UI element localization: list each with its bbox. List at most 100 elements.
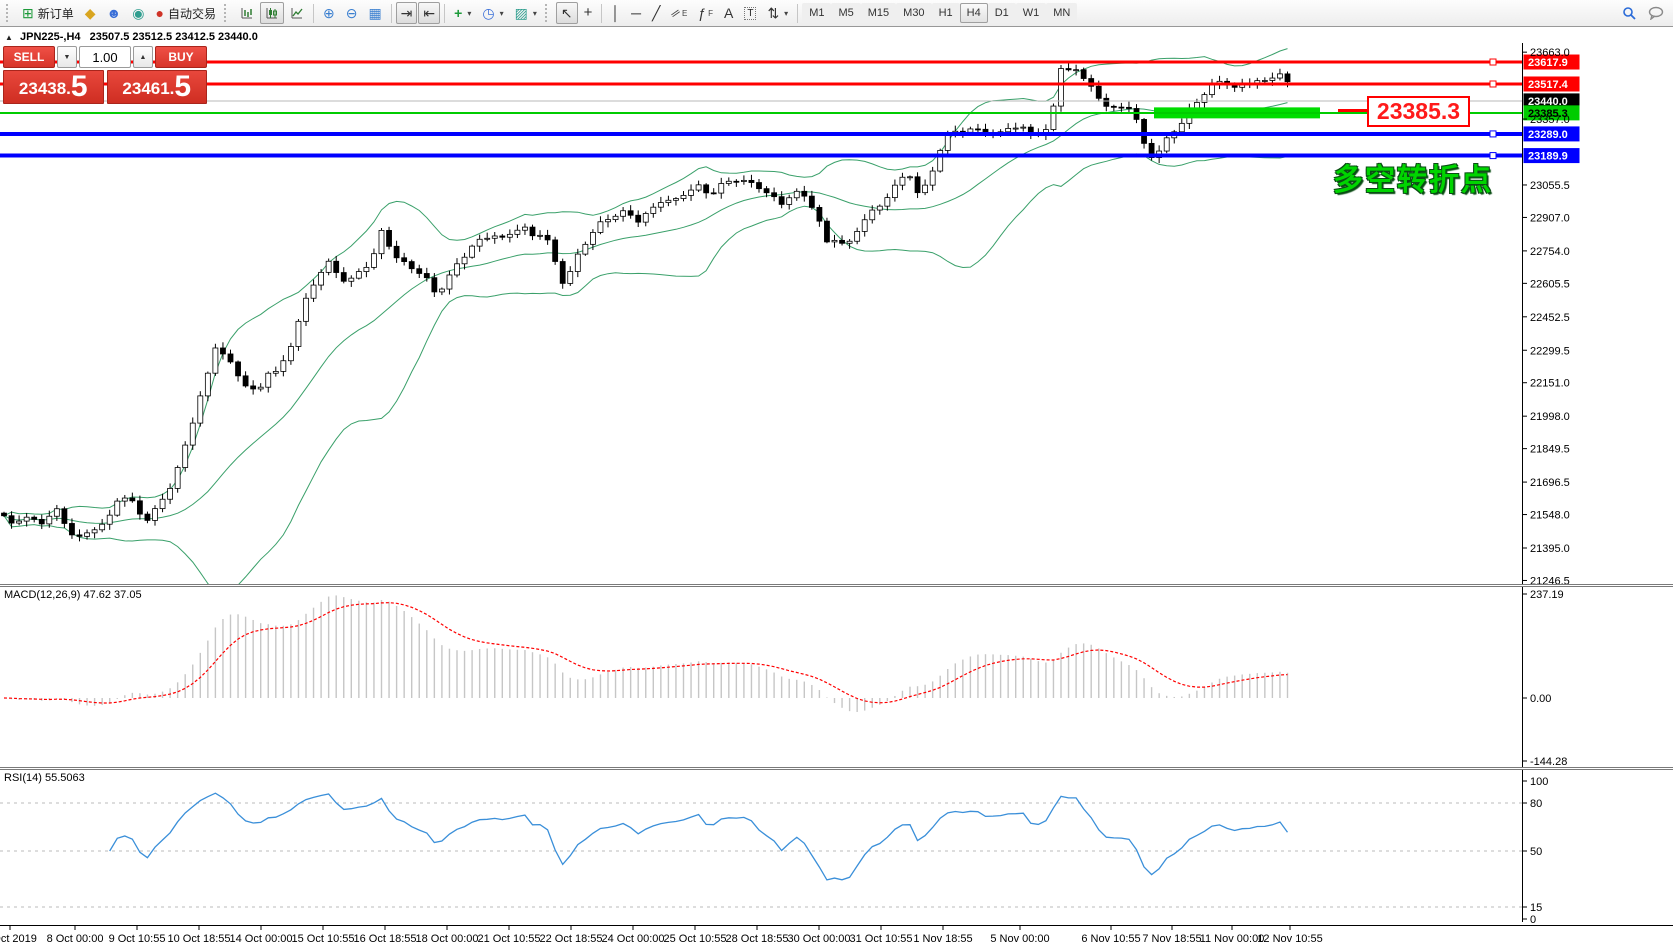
macd-axis: 237.19 0.00 -144.28 xyxy=(1522,587,1567,767)
crosshair-button[interactable]: + xyxy=(579,2,598,24)
eraser-button[interactable]: ◆ xyxy=(80,2,101,24)
horizontal-line-object[interactable]: 23617.9 xyxy=(0,54,1580,70)
time-tick-label: 15 Oct 10:55 xyxy=(292,933,355,945)
volume-input[interactable] xyxy=(79,46,131,68)
price-tag-label: 23189.9 xyxy=(1528,151,1568,163)
candlestick-chart-button[interactable] xyxy=(259,2,284,24)
sell-price-box[interactable]: 23438. 5 xyxy=(3,70,104,104)
timeframe-h4[interactable]: H4 xyxy=(959,3,988,23)
price-tick-label: 21246.5 xyxy=(1530,575,1570,584)
news-button[interactable]: ◉ xyxy=(127,2,149,24)
timeframe-m15[interactable]: M15 xyxy=(860,3,897,23)
trendline-icon: ╱ xyxy=(652,5,661,21)
time-tick-label: 7 Nov 18:55 xyxy=(1142,933,1201,945)
horizontal-line-object[interactable]: 23517.4 xyxy=(0,76,1580,92)
rsi-indicator-label: RSI(14) 55.5063 xyxy=(4,772,85,784)
trendline-button[interactable]: ╱ xyxy=(647,2,665,24)
timeframe-m5[interactable]: M5 xyxy=(831,3,861,23)
timeframe-h1[interactable]: H1 xyxy=(931,3,960,23)
line-chart-icon xyxy=(291,8,303,19)
timeframe-mn[interactable]: MN xyxy=(1046,3,1078,23)
bar-chart-button[interactable] xyxy=(235,2,259,24)
price-tick-label: 22605.5 xyxy=(1530,278,1570,290)
vertical-line-button[interactable]: │ xyxy=(606,2,625,24)
time-tick-label: 25 Oct 10:55 xyxy=(664,933,727,945)
new-order-label: 新订单 xyxy=(37,6,74,21)
zoom-out-button[interactable]: ⊖ xyxy=(341,2,363,24)
timeframe-m1[interactable]: M1 xyxy=(802,3,832,23)
price-axis: 23663.0 23357.0 23055.5 22907.0 22754.0 22605… xyxy=(1522,43,1570,584)
volume-decrease-button[interactable]: ▼ xyxy=(57,46,77,68)
indicators-button[interactable]: + ▾ xyxy=(449,2,476,24)
toolbar: ⊞ 新订单 ◆ ☻ ◉ ● 自动交易 ⊕ ⊖ ▦ ⇥ ⇤ + ▾ ◷ ▾ ▨ ▾… xyxy=(0,0,1673,27)
timeframe-m30[interactable]: M30 xyxy=(896,3,932,23)
chat-button[interactable] xyxy=(1643,2,1669,24)
price-tag xyxy=(1523,126,1580,142)
toolbar-separator xyxy=(390,3,392,23)
buy-price-pip: 5 xyxy=(174,70,192,103)
rsi-panel[interactable]: RSI(14) 55.5063 100 80 50 150 xyxy=(0,767,1673,925)
time-tick-label: 5 Nov 00:00 xyxy=(990,933,1049,945)
turning-point-annotation[interactable]: 多空转折点 xyxy=(1333,164,1493,197)
price-tag xyxy=(1523,105,1580,121)
templates-icon: ▨ xyxy=(514,5,528,21)
price-tag xyxy=(1523,54,1580,70)
chart-shift-button[interactable]: ⇤ xyxy=(418,2,441,24)
toolbar-separator xyxy=(312,3,314,23)
timeframe-group: M1 M5 M15 M30 H1 H4 D1 W1 MN xyxy=(802,3,1078,23)
ohlc-values: 23507.5 23512.5 23412.5 23440.0 xyxy=(89,31,258,43)
bar-chart-icon xyxy=(241,8,252,19)
symbol-timeframe-label: JPN225-,H4 xyxy=(19,31,81,43)
chevron-down-icon: ▾ xyxy=(532,8,537,18)
price-tag-label: 23289.0 xyxy=(1528,129,1568,141)
new-order-button[interactable]: ⊞ 新订单 xyxy=(17,2,79,24)
templates-button[interactable]: ▨ ▾ xyxy=(510,2,542,24)
price-annotation-box[interactable]: 23385.3 xyxy=(1367,96,1470,127)
horizontal-line-button[interactable]: ─ xyxy=(626,2,646,24)
search-button[interactable] xyxy=(1617,2,1642,24)
horizontal-line-object[interactable]: 23385.3 xyxy=(0,105,1580,121)
fibonacci-button[interactable]: ƒ F xyxy=(693,2,718,24)
time-tick-label: 30 Oct 00:00 xyxy=(788,933,851,945)
time-tick-label: 28 Oct 18:55 xyxy=(726,933,789,945)
sell-button[interactable]: SELL xyxy=(3,46,55,68)
toolbar-drag-handle xyxy=(6,4,13,22)
text-button[interactable]: A xyxy=(719,2,738,24)
spin-down-icon: ▼ xyxy=(63,53,71,61)
price-tick-label: 21849.5 xyxy=(1530,444,1570,456)
tile-windows-icon: ▦ xyxy=(368,5,382,21)
volume-increase-button[interactable]: ▲ xyxy=(133,46,153,68)
text-label-button[interactable]: T xyxy=(739,2,761,24)
buy-price-box[interactable]: 23461. 5 xyxy=(106,70,207,104)
timeframe-w1[interactable]: W1 xyxy=(1015,3,1047,23)
sell-price: 23438. xyxy=(18,79,71,98)
time-tick-label: 22 Oct 18:55 xyxy=(540,933,603,945)
current-price-line[interactable]: 23440.0 xyxy=(0,93,1580,109)
toolbar-separator xyxy=(444,3,446,23)
macd-tick-label: -144.28 xyxy=(1530,756,1567,767)
price-tick-label: 22907.0 xyxy=(1530,212,1570,224)
line-chart-button[interactable] xyxy=(285,2,309,24)
chart-shift-icon: ⇤ xyxy=(423,5,436,21)
collapse-arrow-icon[interactable]: ▲ xyxy=(5,33,13,42)
macd-panel[interactable]: MACD(12,26,9) 47.62 37.05 237.19 0.00 -144.… xyxy=(0,584,1673,767)
time-tick-label: 9 Oct 10:55 xyxy=(109,933,166,945)
periods-button[interactable]: ◷ ▾ xyxy=(477,2,508,24)
channel-button[interactable]: ═ E xyxy=(666,2,692,24)
one-click-trading-panel: SELL ▼ ▲ BUY 23438.5 23461.5 xyxy=(3,46,207,104)
tile-windows-button[interactable]: ▦ xyxy=(363,2,386,24)
timeframe-d1[interactable]: D1 xyxy=(987,3,1016,23)
profile-button[interactable]: ☻ xyxy=(102,2,127,24)
chevron-down-icon: ▾ xyxy=(784,8,789,18)
zoom-in-button[interactable]: ⊕ xyxy=(318,2,340,24)
price-tick-label: 21696.5 xyxy=(1530,477,1570,489)
arrows-button[interactable]: ⇅ ▾ xyxy=(762,2,793,24)
toolbar-drag-handle xyxy=(544,4,552,22)
auto-trading-button[interactable]: ● 自动交易 xyxy=(150,2,220,24)
cursor-button[interactable]: ↖ xyxy=(555,2,578,24)
buy-button[interactable]: BUY xyxy=(155,46,207,68)
auto-scroll-button[interactable]: ⇥ xyxy=(395,2,418,24)
horizontal-line-object[interactable]: 23289.0 xyxy=(0,126,1580,142)
horizontal-line-object[interactable]: 23189.9 xyxy=(0,148,1580,164)
